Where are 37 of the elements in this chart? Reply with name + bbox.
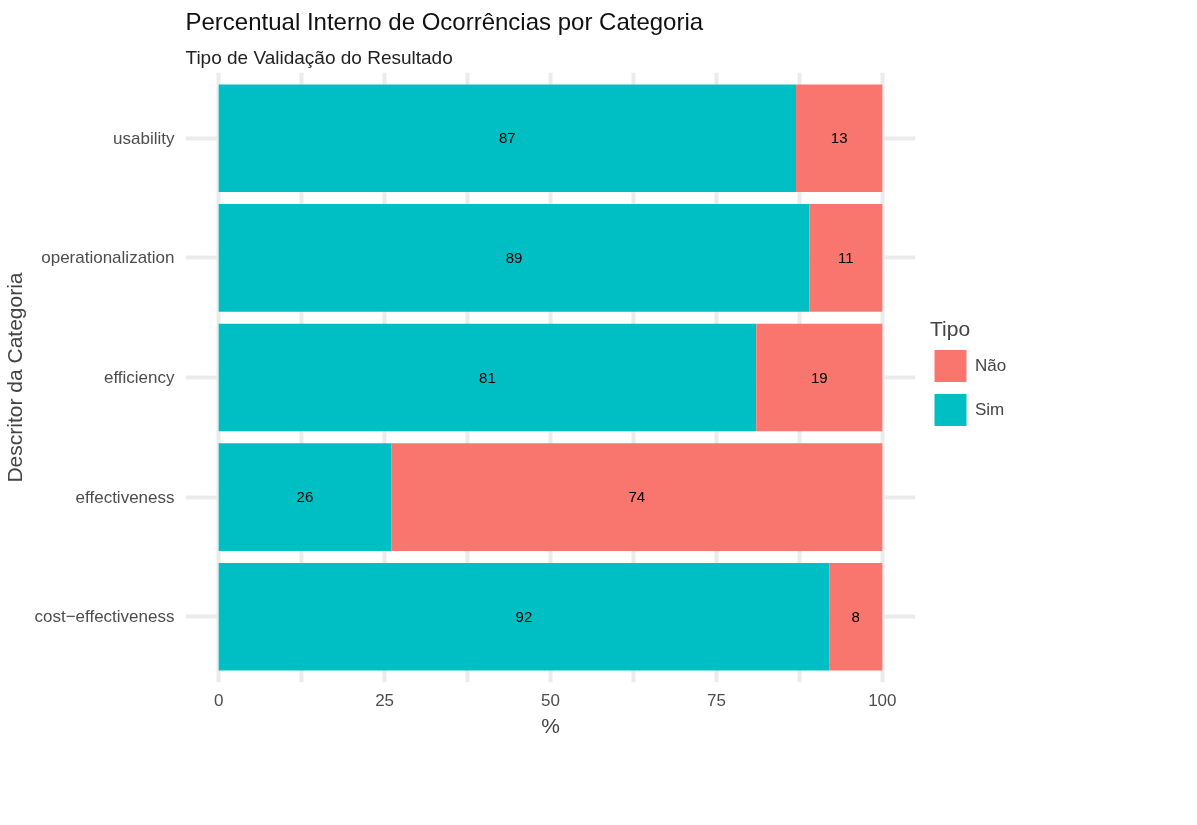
bar <box>218 443 392 551</box>
bar <box>218 323 757 432</box>
data-label: 13 <box>830 129 848 147</box>
y-tick-label: operationalization <box>41 248 175 268</box>
data-label: 87 <box>499 129 516 147</box>
y-axis-title: Descritor da Categoria <box>3 272 27 483</box>
bar <box>829 562 883 671</box>
data-label: 74 <box>628 488 646 506</box>
y-tick-label: effectiveness <box>75 487 175 507</box>
x-axis-title: % <box>541 713 560 737</box>
data-label: 8 <box>851 607 860 625</box>
bar <box>218 84 797 193</box>
y-tick-label: efficiency <box>103 368 175 387</box>
bar <box>796 84 883 193</box>
legend-label: Sim <box>975 399 1005 419</box>
data-label: 81 <box>479 368 496 386</box>
data-label: 11 <box>838 248 854 266</box>
y-tick-label: usability <box>113 128 175 148</box>
legend-title: Tipo <box>930 316 972 340</box>
data-label: 19 <box>810 368 828 386</box>
x-tick-label: 25 <box>375 690 395 710</box>
bar <box>391 443 883 551</box>
y-tick-label: cost−effectiveness <box>34 607 175 627</box>
x-tick-label: 0 <box>213 690 224 710</box>
chart-subtitle: Tipo de Validação do Resultado <box>185 46 453 68</box>
bar <box>809 204 883 312</box>
data-label: 89 <box>505 248 523 266</box>
bar <box>218 562 830 671</box>
x-tick-label: 75 <box>706 690 726 710</box>
x-tick-label: 100 <box>868 690 897 710</box>
chart-title: Percentual Interno de Ocorrências por Categoria <box>185 7 704 35</box>
legend-label: Não <box>975 355 1007 375</box>
bar <box>218 204 810 312</box>
bar <box>756 323 883 432</box>
data-label: 26 <box>296 488 314 506</box>
data-label: 92 <box>515 607 533 625</box>
x-tick-label: 50 <box>541 690 560 710</box>
